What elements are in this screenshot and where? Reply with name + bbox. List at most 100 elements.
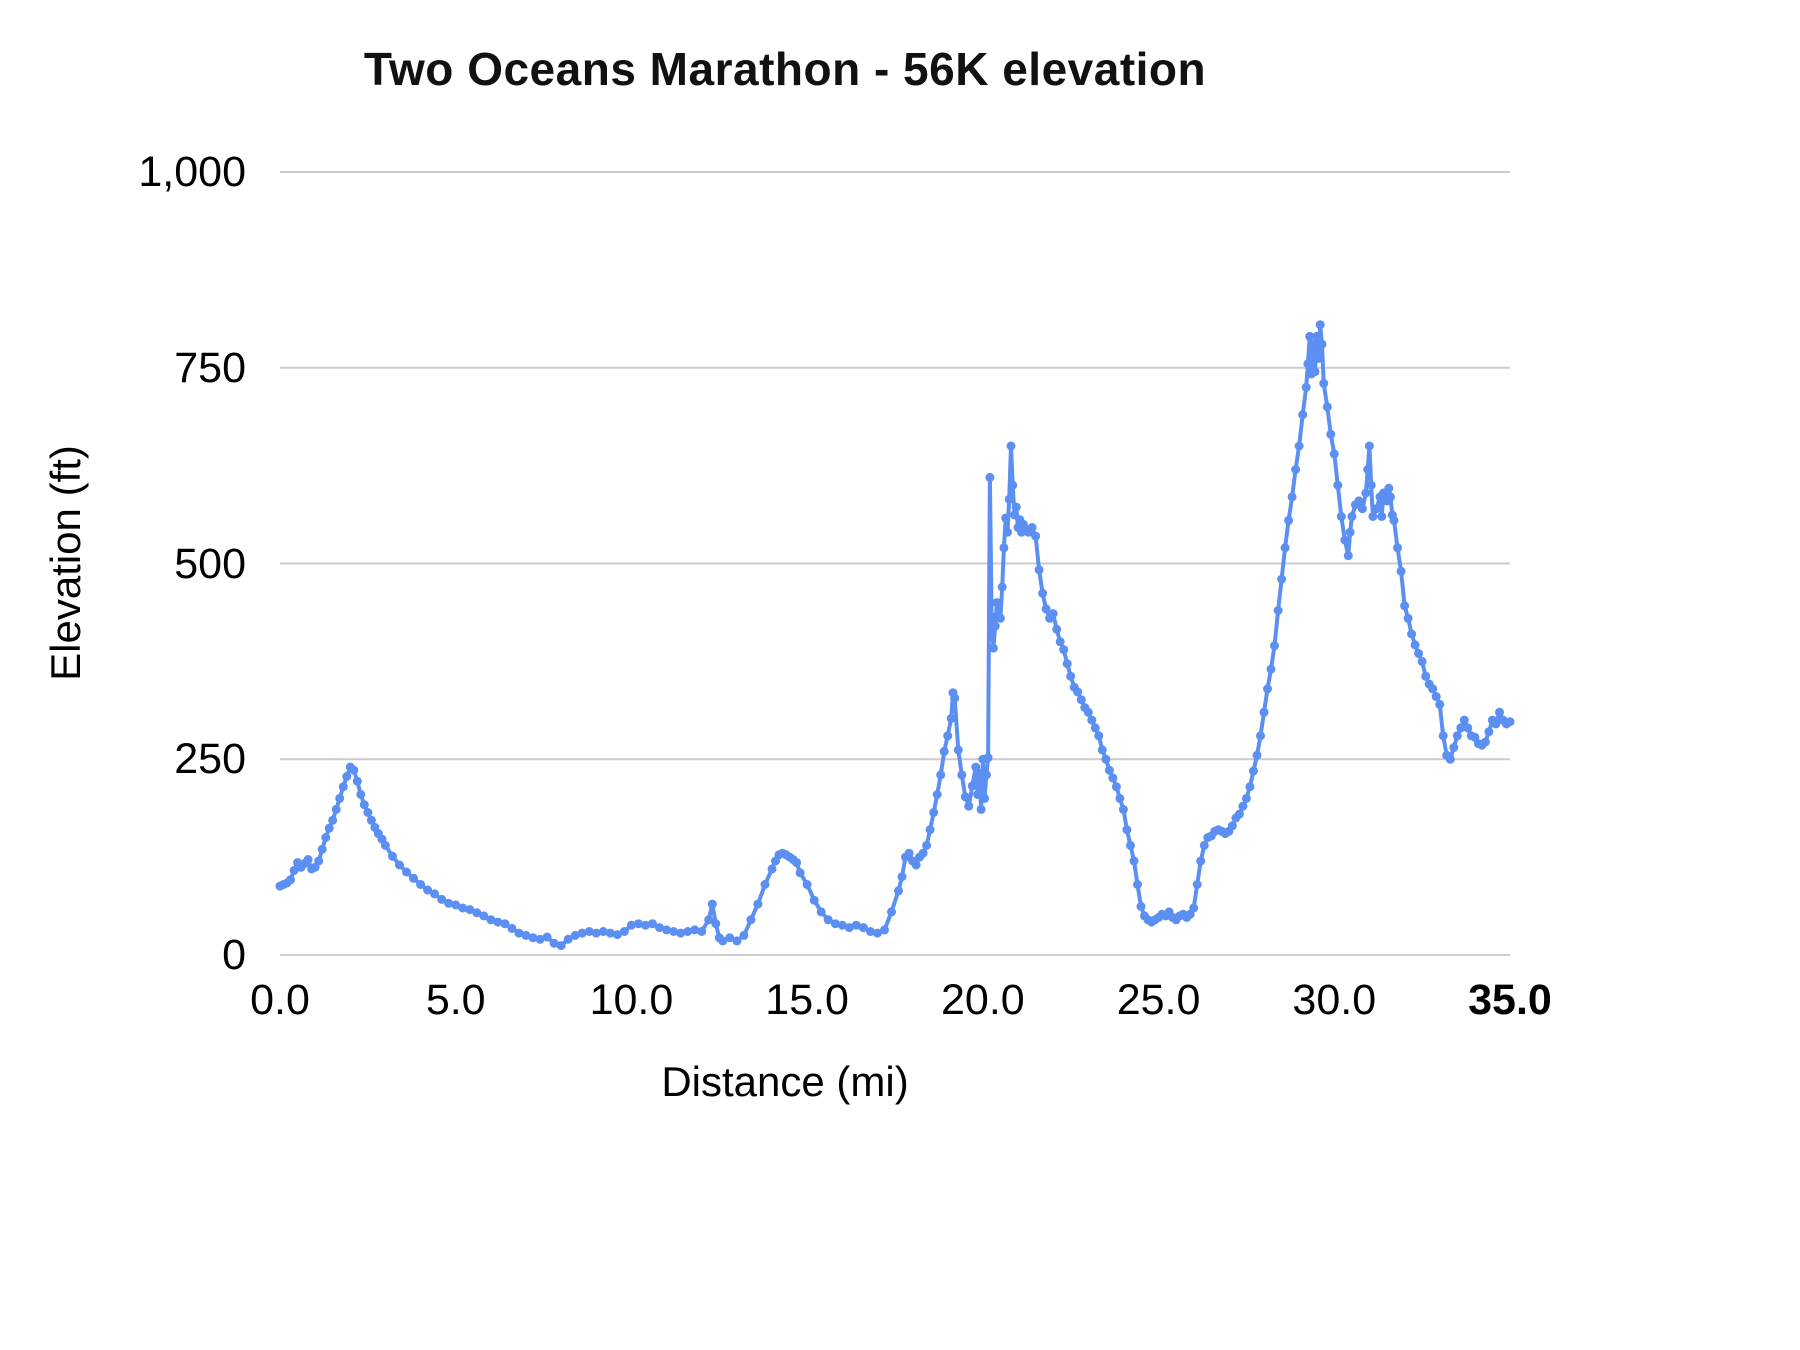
data-point	[1136, 902, 1146, 911]
data-point	[795, 868, 805, 878]
data-point	[1280, 543, 1290, 553]
data-point	[363, 808, 373, 817]
data-point	[1480, 737, 1490, 747]
data-point	[1366, 480, 1376, 490]
data-point	[1287, 492, 1297, 502]
data-point	[1384, 483, 1394, 493]
data-point	[1452, 731, 1462, 741]
data-point	[619, 927, 629, 936]
data-point	[925, 825, 935, 835]
data-point	[964, 801, 974, 811]
data-point	[1364, 441, 1374, 451]
data-point	[1368, 512, 1378, 521]
data-point	[704, 915, 714, 925]
data-point	[1277, 574, 1287, 584]
data-point	[911, 860, 921, 870]
data-point	[1417, 656, 1427, 666]
data-point	[451, 900, 461, 910]
data-point	[1090, 723, 1100, 733]
data-point	[960, 792, 970, 802]
data-point	[980, 793, 990, 803]
data-point	[1192, 880, 1202, 889]
data-point	[1249, 766, 1258, 776]
data-point	[335, 793, 345, 803]
data-point	[1445, 754, 1455, 764]
data-point	[865, 927, 875, 936]
x-tick-label: 15.0	[765, 976, 849, 1024]
data-point	[957, 770, 967, 780]
data-point	[1505, 717, 1515, 727]
data-point	[366, 815, 376, 825]
data-point	[1227, 821, 1237, 831]
y-tick-label: 1,000	[138, 148, 246, 196]
data-point	[922, 840, 932, 850]
data-point	[1315, 320, 1325, 330]
data-point	[816, 907, 826, 917]
data-point	[556, 941, 566, 951]
data-point	[1495, 707, 1504, 717]
data-point	[676, 928, 686, 938]
data-point	[535, 934, 545, 944]
data-point	[331, 804, 341, 814]
data-point	[1087, 715, 1097, 725]
data-point	[1001, 513, 1011, 523]
data-point	[1097, 745, 1107, 755]
data-point	[1273, 606, 1283, 615]
data-point	[929, 808, 939, 817]
data-point	[328, 815, 338, 825]
data-point	[1115, 793, 1125, 803]
data-point	[985, 472, 995, 482]
data-point	[1011, 502, 1021, 512]
data-point	[1386, 492, 1395, 502]
data-point	[465, 905, 475, 915]
y-tick-label: 500	[174, 539, 246, 588]
data-point	[936, 770, 946, 780]
data-point	[662, 925, 672, 935]
data-point	[1340, 535, 1350, 545]
data-point	[479, 911, 489, 921]
data-point	[950, 693, 960, 703]
data-point	[1118, 804, 1128, 814]
data-point	[844, 923, 854, 933]
data-point	[1034, 565, 1044, 575]
data-point	[1456, 723, 1466, 733]
data-point	[973, 790, 983, 799]
data-point	[1294, 441, 1304, 451]
data-point	[669, 927, 679, 936]
data-point	[1347, 512, 1357, 521]
data-point	[314, 856, 324, 866]
data-point	[423, 885, 433, 895]
data-point	[1308, 339, 1318, 349]
x-tick-label: 0.0	[250, 976, 310, 1024]
data-point	[430, 889, 440, 899]
data-point	[880, 925, 889, 935]
data-point	[380, 840, 390, 850]
data-point	[1459, 715, 1469, 725]
data-point	[697, 927, 707, 936]
data-point	[338, 782, 348, 792]
data-point	[1006, 441, 1016, 451]
data-point	[563, 934, 573, 944]
data-point	[1052, 624, 1062, 634]
data-point	[437, 894, 447, 904]
data-point	[987, 612, 997, 622]
data-point	[894, 886, 903, 896]
data-point	[1245, 782, 1255, 792]
data-point	[1284, 515, 1294, 525]
data-point	[584, 927, 594, 936]
data-point	[493, 917, 503, 927]
data-point	[976, 804, 986, 814]
data-point	[521, 930, 531, 940]
data-point	[918, 848, 928, 858]
data-point	[388, 851, 397, 861]
data-point	[711, 919, 721, 929]
data-point	[1129, 856, 1139, 866]
chart-title: Two Oceans Marathon - 56K elevation	[363, 43, 1207, 95]
data-point	[1234, 809, 1244, 819]
data-point	[1076, 695, 1086, 705]
data-point	[904, 848, 914, 858]
data-point	[992, 598, 1002, 608]
data-point	[1196, 856, 1206, 866]
data-point	[1357, 504, 1367, 514]
data-point	[500, 919, 510, 929]
